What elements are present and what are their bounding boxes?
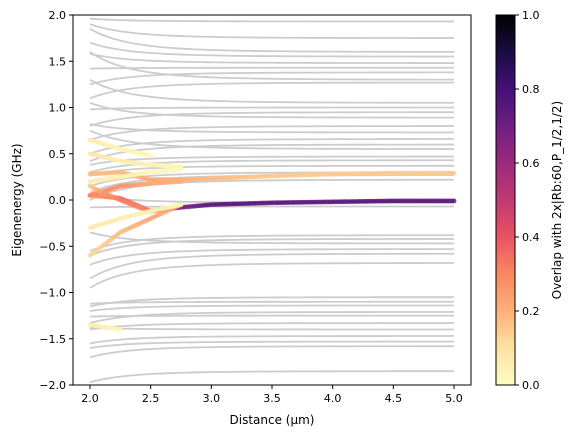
colorbar-label: Overlap with 2x|Rb:60,P_1/2,1/2) [550,101,564,299]
overlap-point [148,153,154,159]
y-tick-label: −1.0 [39,287,66,300]
x-tick-label: 2.0 [81,392,99,405]
x-axis: 2.0 2.5 3.0 3.5 4.0 4.5 5.0 [81,385,463,405]
pair-potential-line-19 [89,129,455,150]
y-axis: −2.0 −1.5 −1.0 −0.5 0.0 0.5 1.0 1.5 2.0 [39,9,73,392]
pair-potential-line-36 [89,304,455,312]
colorbar-tick-label: 0.6 [522,157,540,170]
pair-potential-line-12 [89,106,455,111]
pair-potential-line-27 [89,205,455,209]
pair-potential-line-6 [89,52,455,64]
overlap-point [178,179,184,184]
colorbar-tick-label: 0.0 [522,379,540,392]
y-tick-label: 1.5 [49,55,67,68]
pair-potential-line-17 [89,138,455,155]
y-axis-label: Eigenenergy (GHz) [10,143,24,256]
pair-potential-line-14 [89,102,455,119]
overlap-point [117,327,123,332]
x-tick-label: 3.5 [263,392,281,405]
pair-potential-line-37 [89,311,455,324]
x-tick-label: 3.0 [203,392,221,405]
overlap-series-6 [87,137,154,159]
pair-potential-line-35 [89,300,455,305]
y-tick-label: 1.0 [49,102,67,115]
colorbar-tick-label: 0.2 [522,305,540,318]
pair-potential-line-8 [89,71,455,86]
x-tick-label: 5.0 [445,392,463,405]
colorbar-tick-label: 0.4 [522,231,540,244]
overlap-point [451,170,457,176]
overlap-series-5 [87,151,184,170]
overlap-series-8 [87,167,184,184]
pair-potential-line-32 [89,252,455,280]
pair-potential-line-2 [89,17,455,23]
overlap-series-2 [87,202,184,258]
y-tick-label: −2.0 [39,379,66,392]
pair-potential-line-22 [89,164,455,176]
x-tick-label: 2.5 [142,392,160,405]
pair-potential-line-33 [89,262,455,289]
overlap-point [178,202,184,208]
colorbar-tick-label: 1.0 [522,9,540,22]
pair-potential-line-18 [89,143,455,162]
y-tick-label: 0.0 [49,194,67,207]
overlap-series-7 [87,202,184,231]
pair-potential-line-40 [89,326,455,331]
pair-potential-line-16 [89,123,455,134]
pair-potential-lines [89,3,455,384]
pair-potential-line-30 [89,231,455,245]
y-tick-label: −1.5 [39,333,66,346]
colorbar-axis: 0.0 0.2 0.4 0.6 0.8 1.0 [515,9,540,392]
y-tick-label: −0.5 [39,240,66,253]
pair-potential-line-42 [89,340,455,349]
pair-potential-line-13 [89,111,455,127]
pair-potential-line-9 [89,51,455,81]
y-tick-label: 0.5 [49,148,67,161]
pair-potential-line-38 [89,314,455,318]
pair-potential-line-44 [89,370,455,384]
pair-potential-line-20 [89,155,455,166]
pair-potential-line-7 [89,66,455,70]
x-axis-label: Distance (μm) [230,413,315,427]
overlap-markers [87,137,457,332]
pair-potential-line-29 [89,238,455,257]
pair-potential-line-39 [89,322,455,331]
pair-potential-line-43 [89,345,455,359]
overlap-point [451,198,457,204]
pair-potential-line-3 [89,23,455,39]
x-tick-label: 4.0 [324,392,342,405]
pair-potential-line-5 [89,41,455,58]
pair-potential-line-4 [89,28,455,53]
pair-potential-line-11 [89,78,455,104]
overlap-point [178,167,184,172]
overlap-series-0 [87,192,457,214]
colorbar [495,14,516,386]
pair-potential-line-28 [89,234,455,252]
overlap-series-9 [87,322,123,332]
y-tick-label: 2.0 [49,9,67,22]
pair-potential-line-31 [89,248,455,266]
x-tick-label: 4.5 [385,392,403,405]
pair-potential-line-1 [90,3,454,6]
pair-potential-line-34 [89,296,455,308]
pair-potential-line-41 [89,335,455,345]
colorbar-tick-label: 0.8 [522,83,540,96]
pair-potential-line-10 [89,81,455,100]
